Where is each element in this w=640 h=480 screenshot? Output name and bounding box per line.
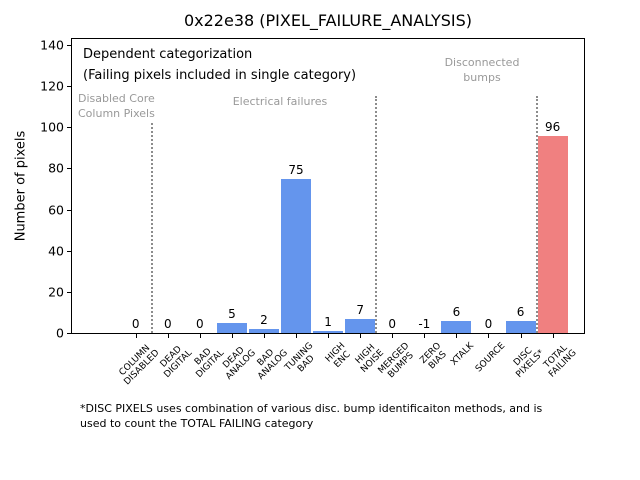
x-tick-12 [520, 334, 522, 338]
x-tick-label-10: XTALK [448, 341, 476, 368]
bar-value-2: 0 [196, 317, 204, 331]
group-divider-2 [535, 96, 538, 333]
bar-value-10: 6 [452, 304, 461, 319]
x-tick-label-0: COLUMN DISABLED [117, 343, 162, 388]
x-tick-label-8: MERGED BUMPS [376, 341, 416, 381]
bar-value-7: 7 [356, 302, 365, 317]
group-label-electrical-failures: Electrical failures [232, 95, 328, 108]
y-tick-label-140: 140 [40, 37, 64, 53]
bar-value-0: 0 [131, 317, 140, 331]
footnote-line-1: *DISC PIXELS uses combination of various… [80, 402, 543, 415]
x-tick-1 [167, 334, 169, 338]
annotation-note-line2: (Failing pixels included in single categ… [83, 68, 357, 83]
x-tick-label-1: DEAD DIGITAL [158, 344, 194, 381]
x-tick-label-9: ZERO BIAS [418, 341, 449, 372]
bar-10 [441, 320, 472, 333]
bar-value-12: 6 [516, 304, 525, 319]
bar-5 [281, 178, 312, 333]
bar-13 [537, 135, 568, 333]
y-tick-label-120: 120 [40, 78, 64, 94]
bar-value-6: 1 [324, 314, 332, 329]
group-label-disconnected-bumps: Disconnected bumps [444, 56, 520, 84]
x-tick-label-13: TOTAL FAILING [542, 343, 579, 380]
x-tick-3 [231, 334, 233, 338]
x-tick-label-11: SOURCE [474, 341, 508, 375]
x-tick-9 [424, 334, 426, 338]
y-tick-label-100: 100 [40, 119, 64, 135]
bar-12 [505, 320, 536, 333]
group-divider-1 [375, 96, 378, 333]
footnote-line-2: used to count the TOTAL FAILING category [80, 417, 314, 430]
y-tick-label-0: 0 [56, 325, 64, 341]
y-tick-label-40: 40 [48, 243, 64, 259]
bar-value-11: 0 [484, 317, 493, 331]
chart-title: 0x22e38 (PIXEL_FAILURE_ANALYSIS) [183, 11, 473, 30]
x-tick-7 [360, 334, 362, 338]
x-tick-0 [135, 334, 137, 338]
x-tick-10 [456, 334, 458, 338]
y-tick-140 [67, 45, 71, 47]
bar-6 [313, 330, 344, 333]
bar-value-4: 2 [260, 312, 268, 327]
x-tick-8 [392, 334, 394, 338]
x-tick-label-4: BAD ANALOG [255, 347, 291, 382]
y-tick-20 [67, 291, 71, 293]
footnote: *DISC PIXELS uses combination of various… [80, 401, 542, 431]
group-label-disabled-core-column-pixels: Disabled Core Column Pixels [78, 92, 155, 120]
bar-7 [345, 318, 376, 333]
x-tick-2 [199, 334, 201, 338]
y-tick-40 [67, 250, 71, 252]
x-tick-label-2: BAD DIGITAL [192, 346, 226, 381]
bar-4 [248, 328, 279, 333]
y-tick-100 [67, 127, 71, 129]
bar-value-5: 75 [288, 162, 304, 177]
x-tick-label-3: DEAD ANALOG [221, 345, 259, 382]
x-tick-13 [552, 334, 554, 338]
x-tick-5 [296, 334, 298, 338]
y-tick-0 [67, 333, 71, 334]
bar-value-8: 0 [388, 317, 397, 331]
y-tick-60 [67, 209, 71, 211]
x-tick-label-6: HIGH ENC [323, 341, 353, 370]
x-tick-6 [328, 334, 330, 338]
x-tick-11 [488, 334, 490, 338]
y-axis-label: Number of pixels [13, 130, 29, 242]
bar-value-13: 96 [544, 119, 561, 134]
y-tick-120 [67, 86, 71, 88]
bar-value-1: 0 [163, 317, 172, 331]
x-tick-label-5: TUNING BAD [283, 341, 317, 375]
plot-area [71, 38, 585, 334]
bar-3 [216, 322, 247, 333]
bar-value-3: 5 [228, 306, 236, 321]
y-tick-label-60: 60 [48, 202, 64, 218]
group-divider-0 [150, 123, 153, 333]
y-tick-label-80: 80 [48, 160, 64, 176]
x-tick-4 [263, 334, 265, 338]
bar-value-9: -1 [418, 317, 431, 331]
x-tick-label-12: DISC PIXELS* [512, 345, 547, 381]
y-tick-80 [67, 168, 71, 170]
annotation-note-line1: Dependent categorization [83, 47, 253, 62]
y-tick-label-20: 20 [48, 284, 64, 300]
